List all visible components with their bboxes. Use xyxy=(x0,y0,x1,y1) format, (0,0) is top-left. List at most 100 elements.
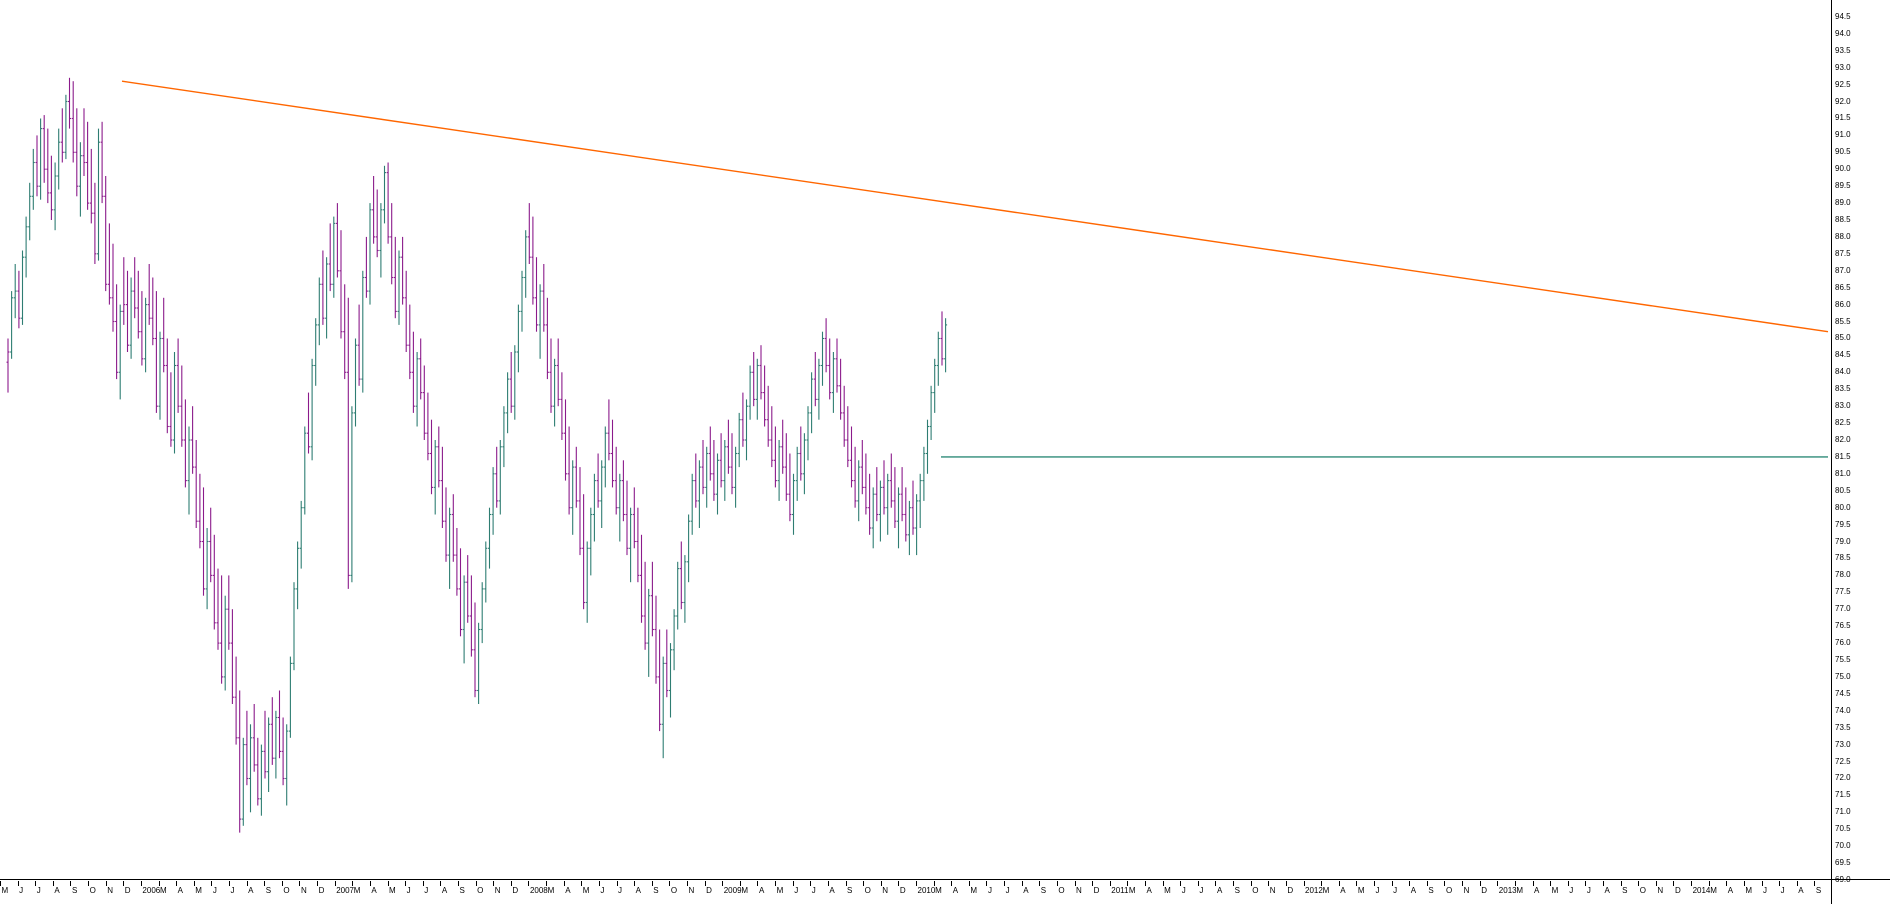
x-axis-separator xyxy=(1426,881,1428,886)
x-axis-separator xyxy=(88,881,90,886)
y-axis: 94.5 94.0 93.5 93.0 92.5 92.0 91.5 91.0 90.5 90.0… xyxy=(1831,0,1890,884)
y-axis-tick: 92.5 xyxy=(1835,79,1851,89)
x-axis-separator xyxy=(792,881,794,886)
ohlc-bars xyxy=(6,77,1829,833)
y-axis-tick: 86.0 xyxy=(1835,299,1851,309)
x-axis-tick: O xyxy=(89,886,96,895)
x-axis-tick: O xyxy=(1058,886,1065,895)
x-axis-separator xyxy=(1039,881,1041,886)
x-axis-separator xyxy=(1743,881,1745,886)
x-axis-separator xyxy=(334,881,336,886)
x-axis-tick: M xyxy=(1164,886,1171,895)
axis-corner xyxy=(1831,879,1890,904)
x-axis-tick: J xyxy=(1005,886,1010,895)
x-axis-separator xyxy=(1620,881,1622,886)
x-axis-separator xyxy=(1056,881,1058,886)
x-axis-separator xyxy=(739,881,741,886)
x-axis-tick: D xyxy=(1287,886,1294,895)
x-axis-separator xyxy=(722,881,724,886)
x-axis-tick: 2012 xyxy=(1305,886,1323,895)
x-axis-separator xyxy=(916,881,917,886)
x-axis-separator xyxy=(0,881,1,886)
x-axis-tick: M xyxy=(970,886,978,895)
y-axis-tick: 81.0 xyxy=(1835,468,1851,478)
x-axis-separator xyxy=(405,881,407,886)
x-axis-tick: A xyxy=(1216,886,1223,895)
y-axis-tick: 88.0 xyxy=(1835,231,1851,241)
x-axis-separator xyxy=(1004,881,1006,886)
x-axis-separator xyxy=(211,881,213,886)
y-axis-tick: 70.5 xyxy=(1835,824,1851,834)
x-axis-tick: J xyxy=(19,886,24,895)
x-axis-tick: A xyxy=(758,886,765,895)
x-axis-separator xyxy=(1814,881,1816,886)
y-axis-tick: 87.0 xyxy=(1835,265,1851,275)
y-axis-tick: 76.0 xyxy=(1835,638,1851,648)
x-axis-separator xyxy=(898,881,900,886)
x-axis-separator xyxy=(1567,881,1569,886)
x-axis-tick: N xyxy=(1269,886,1276,895)
x-axis-tick: S xyxy=(1234,886,1240,895)
x-axis-separator xyxy=(299,881,301,886)
x-axis-tick: S xyxy=(1815,886,1822,895)
y-axis-tick: 77.5 xyxy=(1835,587,1851,597)
x-axis-separator xyxy=(704,881,706,886)
y-axis-tick: 89.5 xyxy=(1835,181,1851,191)
x-axis-tick: 2006 xyxy=(142,886,161,895)
y-axis-tick: 71.0 xyxy=(1835,807,1851,817)
x-axis-tick: O xyxy=(477,886,484,895)
x-axis-separator xyxy=(1356,881,1358,886)
x-axis-tick: 2013 xyxy=(1498,886,1517,895)
x-axis-tick: J xyxy=(1181,886,1186,895)
x-axis-separator xyxy=(1691,881,1693,886)
x-axis-separator xyxy=(140,881,142,886)
x-axis-separator xyxy=(52,881,54,886)
x-axis-separator xyxy=(810,881,812,886)
x-axis-separator xyxy=(651,881,653,886)
x-axis-tick: 2008 xyxy=(529,886,548,895)
x-axis-tick: A xyxy=(1023,886,1029,895)
y-axis-tick: 88.5 xyxy=(1835,215,1851,224)
x-axis-separator xyxy=(1145,881,1146,886)
x-axis-tick: J xyxy=(36,886,41,895)
x-axis-tick: 2014 xyxy=(1692,886,1711,895)
x-axis-separator xyxy=(845,881,847,886)
x-axis-tick: 2010 xyxy=(917,886,936,895)
x-axis-tick: M xyxy=(741,886,749,895)
chart-plot-area[interactable] xyxy=(0,0,1832,880)
x-axis-separator xyxy=(317,881,319,886)
y-axis-tick: 71.5 xyxy=(1835,790,1851,800)
x-axis-tick: M xyxy=(160,886,167,895)
x-axis-tick: D xyxy=(124,886,131,895)
x-axis-separator xyxy=(1444,881,1446,886)
x-axis-tick: M xyxy=(776,886,784,895)
x-axis-separator xyxy=(1603,881,1604,886)
x-axis-tick: A xyxy=(1410,886,1417,895)
y-axis-tick: 94.0 xyxy=(1835,28,1851,38)
x-axis-separator xyxy=(1497,881,1499,886)
x-axis-separator xyxy=(1726,881,1728,886)
y-axis-tick: 75.0 xyxy=(1835,671,1851,681)
x-axis-separator xyxy=(775,881,777,886)
x-axis-separator xyxy=(422,881,424,886)
x-axis-separator xyxy=(1391,881,1393,886)
y-axis-tick: 80.0 xyxy=(1835,502,1851,512)
x-axis-tick: M xyxy=(353,886,361,895)
x-axis-tick: A xyxy=(177,886,183,895)
y-axis-tick: 80.5 xyxy=(1835,485,1851,495)
x-axis-separator xyxy=(968,881,970,886)
y-axis-tick: 84.5 xyxy=(1835,350,1851,360)
x-axis-tick: O xyxy=(670,886,678,895)
x-axis-separator xyxy=(1796,881,1798,886)
x-axis-tick: 2011 xyxy=(1111,886,1129,895)
x-axis-separator xyxy=(1021,881,1023,886)
x-axis-tick: S xyxy=(459,886,465,895)
x-axis-tick: S xyxy=(1040,886,1047,895)
x-axis-tick: A xyxy=(1146,886,1152,895)
x-axis-tick: D xyxy=(1093,886,1100,895)
x-axis-tick: J xyxy=(1763,886,1768,895)
y-axis-tick: 79.0 xyxy=(1835,536,1851,546)
y-axis-tick: 90.5 xyxy=(1835,147,1851,157)
x-axis-separator xyxy=(123,881,125,886)
x-axis-tick: D xyxy=(1674,886,1681,895)
